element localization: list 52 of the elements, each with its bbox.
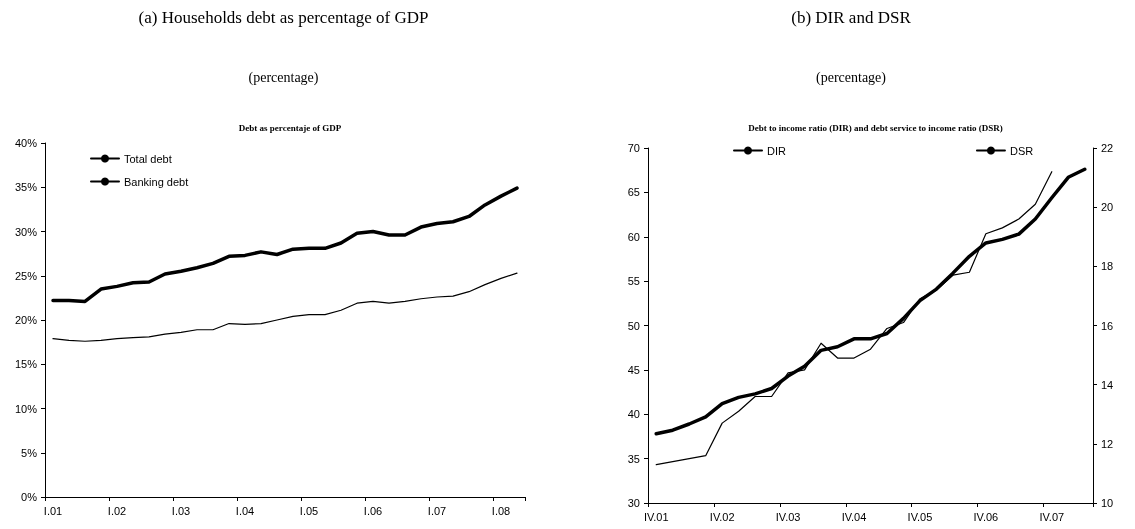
y2-tick-label: 16 bbox=[1101, 319, 1114, 332]
y-tick-label: 65 bbox=[627, 186, 640, 199]
chart-subtitle: (percentage) bbox=[816, 69, 887, 86]
x-tick-label: IV.05 bbox=[907, 510, 933, 523]
x-tick-label: I.07 bbox=[427, 504, 447, 517]
line-series bbox=[52, 272, 518, 342]
y-tick-label: 50 bbox=[627, 319, 640, 332]
x-tick-label: I.06 bbox=[363, 504, 383, 517]
y-tick-label: 20% bbox=[14, 314, 38, 326]
y2-tick-label: 20 bbox=[1101, 201, 1114, 214]
x-tick-label: I.02 bbox=[107, 504, 127, 517]
y-tick-label: 35 bbox=[627, 452, 640, 465]
x-tick-label: I.05 bbox=[299, 504, 319, 517]
y-tick-label: 45 bbox=[627, 363, 640, 376]
y-tick-label: 60 bbox=[627, 230, 640, 243]
y2-tick-label: 18 bbox=[1101, 260, 1114, 273]
y-tick-label: 10% bbox=[14, 402, 38, 415]
y-tick-label: 40 bbox=[627, 408, 640, 421]
y-tick-label: 15% bbox=[14, 358, 38, 371]
y-tick-label: 40% bbox=[14, 137, 38, 149]
legend-label: Banking debt bbox=[124, 175, 189, 188]
y-tick-label: 70 bbox=[627, 142, 640, 154]
x-tick-label: I.01 bbox=[43, 504, 63, 517]
line-series bbox=[51, 186, 519, 304]
legend-label: Total debt bbox=[124, 152, 172, 165]
y-tick-label: 30 bbox=[627, 497, 640, 509]
x-tick-label: IV.04 bbox=[841, 510, 867, 523]
y-tick-label: 5% bbox=[21, 446, 38, 459]
x-tick-label: IV.06 bbox=[973, 510, 999, 523]
text: Debt as percentaje of GDP bbox=[238, 122, 342, 133]
y-tick-label: 0% bbox=[21, 491, 38, 503]
text: Debt to income ratio (DIR) and debt service to income ratio (DSR) bbox=[748, 122, 1003, 133]
y2-tick-label: 22 bbox=[1101, 142, 1114, 154]
x-tick-label: I.04 bbox=[235, 504, 255, 517]
chart-title: (b) DIR and DSR bbox=[791, 8, 912, 27]
legend-label: DSR bbox=[1009, 144, 1034, 157]
x-tick-label: IV.03 bbox=[775, 510, 801, 523]
y-tick-label: 25% bbox=[14, 269, 38, 282]
x-tick-label: IV.07 bbox=[1039, 510, 1065, 523]
chart-title: (a) Households debt as percentage of GDP bbox=[138, 8, 429, 27]
y-tick-label: 55 bbox=[627, 275, 640, 288]
x-tick-label: IV.02 bbox=[709, 510, 735, 523]
x-tick-label: I.03 bbox=[171, 504, 191, 517]
y-tick-label: 30% bbox=[14, 225, 38, 238]
y2-tick-label: 12 bbox=[1101, 437, 1114, 450]
x-tick-label: IV.01 bbox=[643, 510, 669, 523]
y-tick-label: 35% bbox=[14, 181, 38, 194]
x-tick-label: I.08 bbox=[491, 504, 511, 517]
y2-tick-label: 10 bbox=[1101, 497, 1114, 509]
y2-tick-label: 14 bbox=[1101, 378, 1114, 391]
legend-label: DIR bbox=[767, 144, 786, 157]
chart-subtitle: (percentage) bbox=[248, 69, 319, 86]
